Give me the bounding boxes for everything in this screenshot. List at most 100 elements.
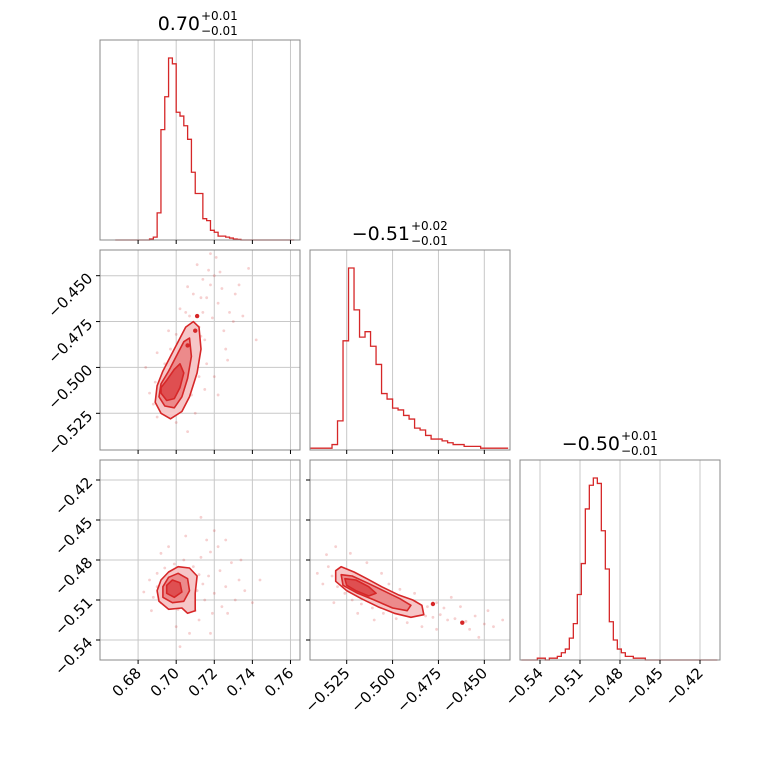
contour-island-p1-p2-1 [193,328,198,333]
sample-point-p1-p3-22 [210,611,214,615]
sample-point-p2-p3-46 [405,621,409,625]
sample-point-p2-p3-18 [438,613,442,617]
sample-point-p1-p3-40 [167,545,170,549]
sample-point-p1-p3-51 [197,573,201,577]
sample-point-p1-p2-23 [153,380,157,384]
sample-point-p2-p3-62 [413,591,416,595]
contour-island-p1-p2-2 [194,313,200,319]
sample-point-p1-p3-9 [207,574,210,578]
y-tick-label-p2-2: −0.475 [44,315,96,367]
data-layer [115,57,718,661]
sample-point-p2-p3-21 [464,619,468,623]
sample-point-p1-p2-20 [210,316,214,320]
sample-point-p1-p2-48 [184,310,188,314]
sample-point-p1-p3-21 [203,598,207,602]
sample-point-p2-p3-48 [435,627,439,631]
sample-point-p1-p3-38 [212,529,216,533]
sample-point-p1-p3-39 [184,534,188,538]
panel-title-plus-p3: +0.01 [621,429,658,443]
x-tick-label-p2-2: −0.475 [393,664,445,716]
x-tick-label-p2-1: −0.500 [347,664,399,716]
sample-point-p1-p3-56 [178,645,182,649]
y-tick-label-p3-1: −0.51 [51,594,96,639]
sample-point-p1-p2-7 [201,310,205,314]
sample-point-p2-p3-42 [359,602,363,606]
sample-point-p1-p3-31 [216,545,220,549]
sample-point-p1-p3-26 [172,562,176,566]
sample-point-p1-p2-50 [169,347,172,351]
y-tick-label-p2-3: −0.450 [44,269,96,321]
contour-island-p2-p3-1 [460,620,465,625]
sample-point-p1-p3-13 [230,561,233,565]
frame-layer [96,39,721,664]
sample-point-p2-p3-17 [431,615,435,619]
sample-point-p1-p3-36 [197,618,201,622]
panel-title-p2: −0.51 [352,223,410,245]
sample-point-p1-p3-55 [209,631,212,635]
sample-point-p2-p3-65 [336,585,339,589]
sample-point-p1-p3-7 [195,589,199,593]
pair-panel-frame-p1-p2 [99,249,301,451]
sample-point-p1-p2-44 [203,388,207,391]
sample-point-p1-p2-30 [207,268,210,272]
sample-point-p2-p3-22 [473,614,477,618]
sample-point-p2-p3-51 [348,551,352,555]
sample-point-p2-p3-16 [424,614,427,618]
x-tick-label-p3-4: −0.42 [662,664,707,709]
sample-point-p2-p3-69 [477,635,481,639]
sample-point-p1-p2-68 [216,393,220,397]
y-tick-label-p2-1: −0.500 [44,361,96,413]
sample-point-p1-p3-11 [218,569,222,573]
sample-point-p2-p3-47 [420,625,424,629]
sample-point-p1-p2-52 [191,292,195,296]
sample-point-p1-p2-61 [155,351,159,355]
sample-point-p2-p3-38 [435,601,439,605]
histogram-p1 [115,57,295,241]
sample-point-p2-p3-43 [370,606,374,610]
sample-point-p1-p3-32 [148,578,151,582]
sample-point-p1-p3-25 [163,566,167,570]
sample-point-p1-p2-49 [174,333,178,336]
panel-title-minus-p2: −0.01 [411,234,448,248]
panel-title-p3: −0.50 [562,433,620,455]
sample-point-p1-p2-63 [178,307,182,311]
sample-point-p2-p3-64 [372,618,376,622]
sample-point-p2-p3-23 [482,622,486,626]
sample-point-p1-p2-66 [247,266,250,270]
sample-point-p1-p2-22 [220,287,224,290]
x-tick-label-p1-1: 0.70 [147,664,183,700]
x-tick-label-p3-1: −0.51 [542,664,587,709]
panel-title-plus-p2: +0.02 [411,219,448,233]
sample-point-p1-p3-44 [250,601,254,605]
sample-point-p1-p2-46 [224,347,228,351]
sample-point-p1-p2-31 [214,255,218,259]
sample-point-p2-p3-41 [350,598,354,602]
sample-point-p1-p2-9 [209,283,212,287]
sample-point-p2-p3-39 [442,606,446,610]
sample-point-p1-p3-59 [239,558,243,562]
contour-inner-p2-p3 [344,577,377,597]
sample-point-p1-p2-40 [151,402,155,406]
panel-title-minus-p1: −0.01 [201,24,238,38]
sample-point-p1-p3-35 [188,631,191,635]
sample-point-p1-p2-8 [205,296,209,300]
hist-panel-frame-p1 [99,39,301,241]
sample-point-p1-p2-39 [148,391,151,395]
x-tick-label-p1-4: 0.76 [261,664,297,700]
contour-inner-p1-p3 [165,579,183,599]
x-tick-label-p1-3: 0.74 [223,664,259,700]
sample-point-p2-p3-55 [315,571,319,575]
sample-point-p1-p2-41 [155,415,159,419]
sample-point-p1-p2-35 [197,375,201,379]
sample-point-p1-p2-58 [241,314,245,318]
y-tick-label-p3-0: −0.54 [51,634,96,679]
sample-point-p2-p3-24 [326,565,330,569]
sample-point-p1-p2-47 [231,320,235,323]
sample-point-p1-p3-37 [205,538,209,542]
sample-point-p2-p3-45 [394,617,398,621]
sample-point-p2-p3-19 [446,618,450,622]
sample-point-p1-p3-23 [220,605,224,609]
sample-point-p2-p3-40 [343,591,347,595]
sample-point-p2-p3-44 [381,611,385,615]
